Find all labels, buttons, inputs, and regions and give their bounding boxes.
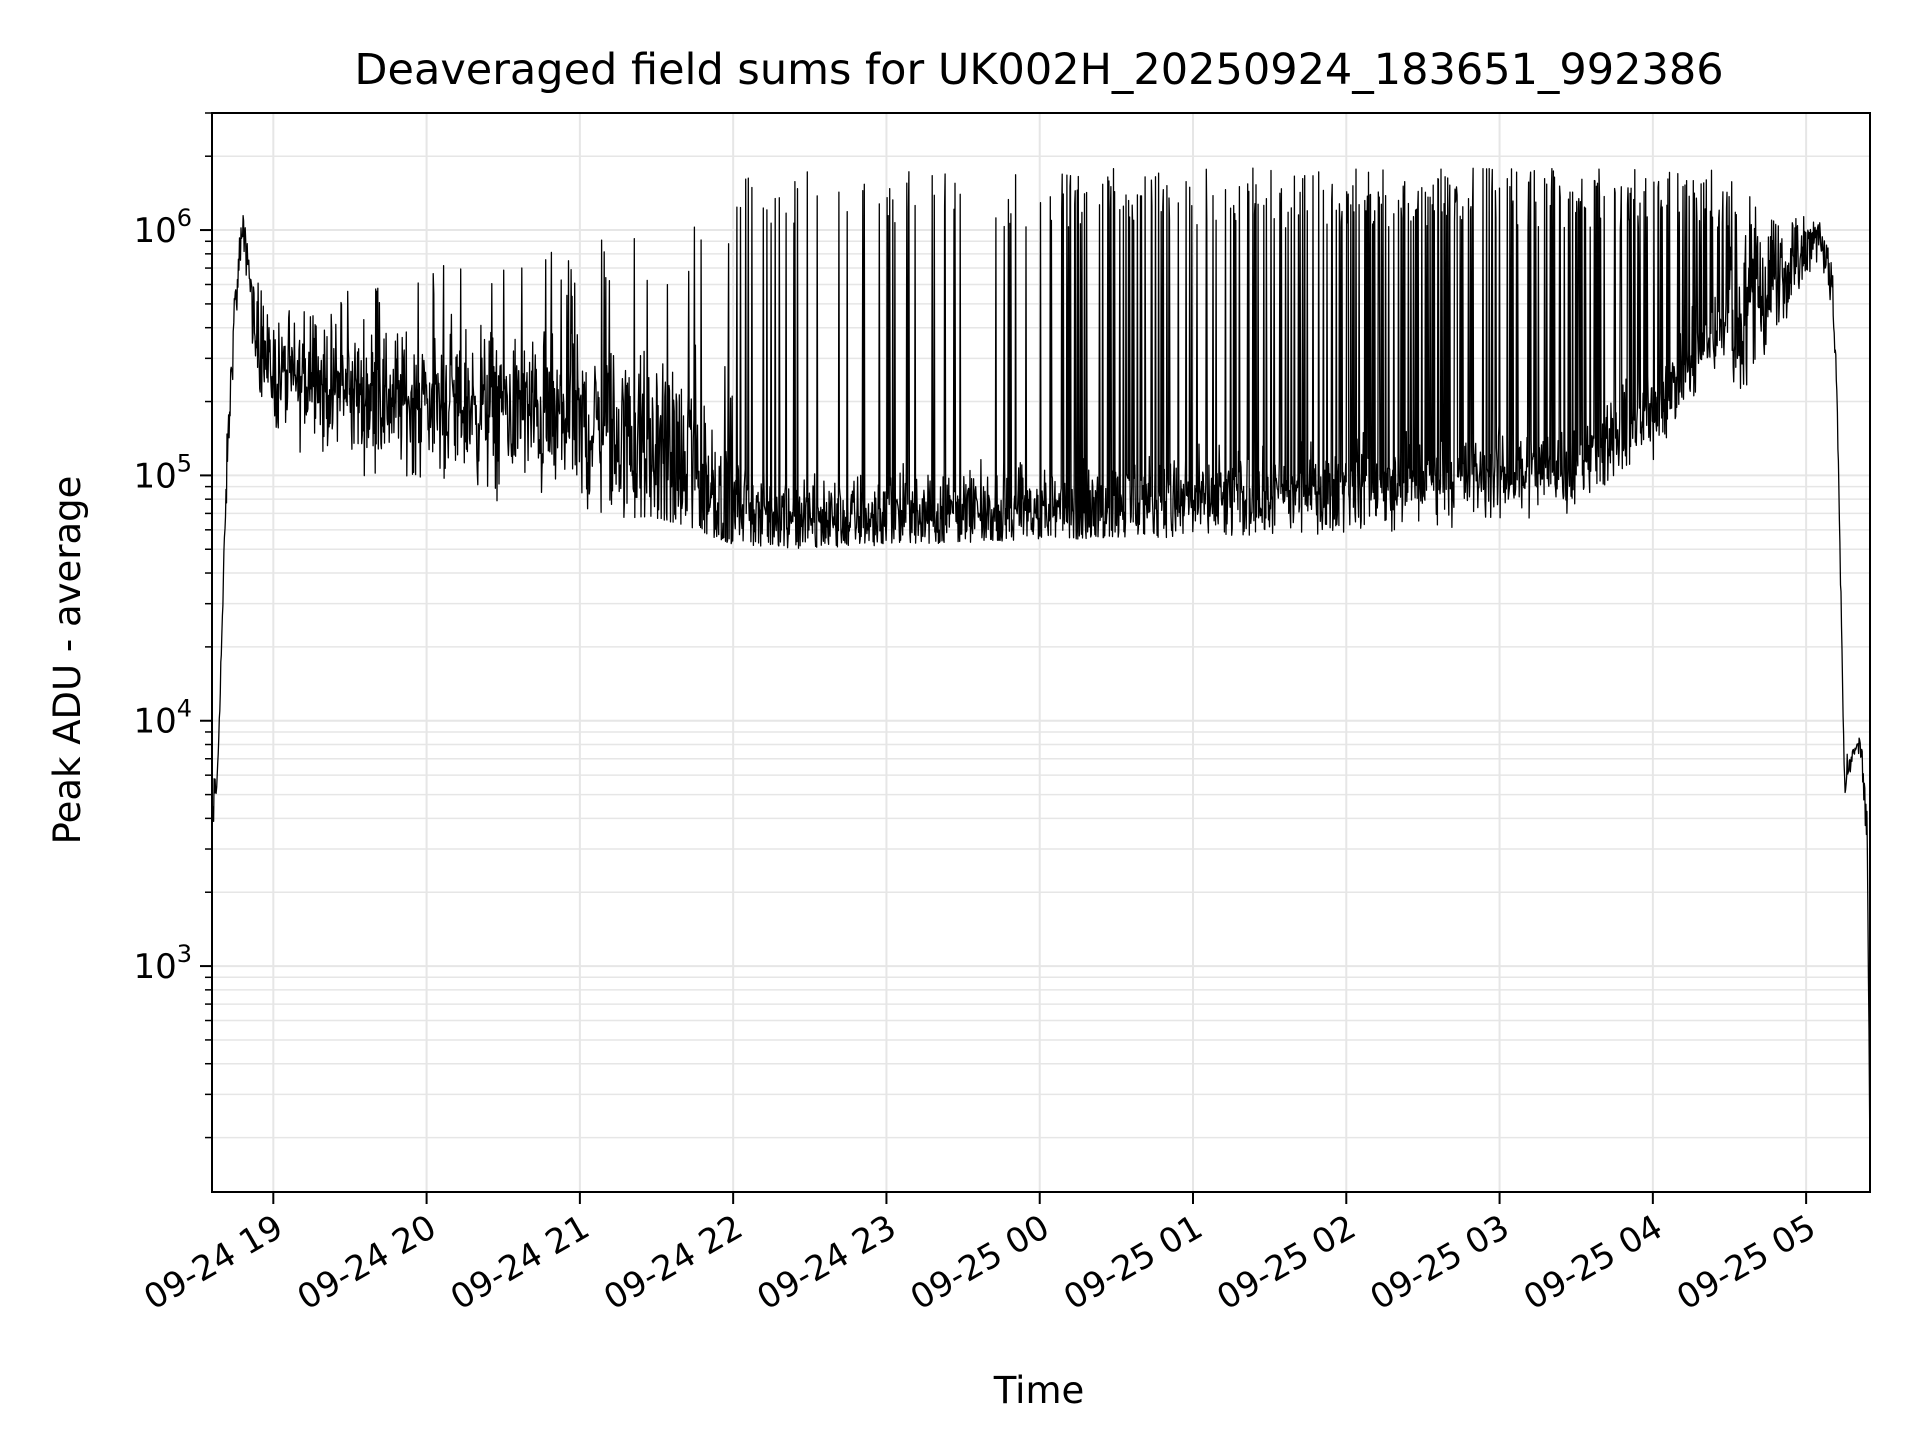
y-tick-label: 103 bbox=[133, 940, 192, 987]
y-axis-label: Peak ADU - average bbox=[46, 476, 89, 845]
y-tick-label: 104 bbox=[133, 695, 192, 742]
series-layer bbox=[211, 167, 1871, 1169]
y-tick-label: 106 bbox=[133, 204, 192, 251]
chart-title: Deaveraged field sums for UK002H_2025092… bbox=[354, 45, 1723, 95]
series-line-0 bbox=[211, 167, 1871, 1169]
y-tick-label: 105 bbox=[133, 449, 192, 496]
x-axis-label: Time bbox=[993, 1369, 1085, 1412]
plot-frame bbox=[211, 112, 1871, 1193]
